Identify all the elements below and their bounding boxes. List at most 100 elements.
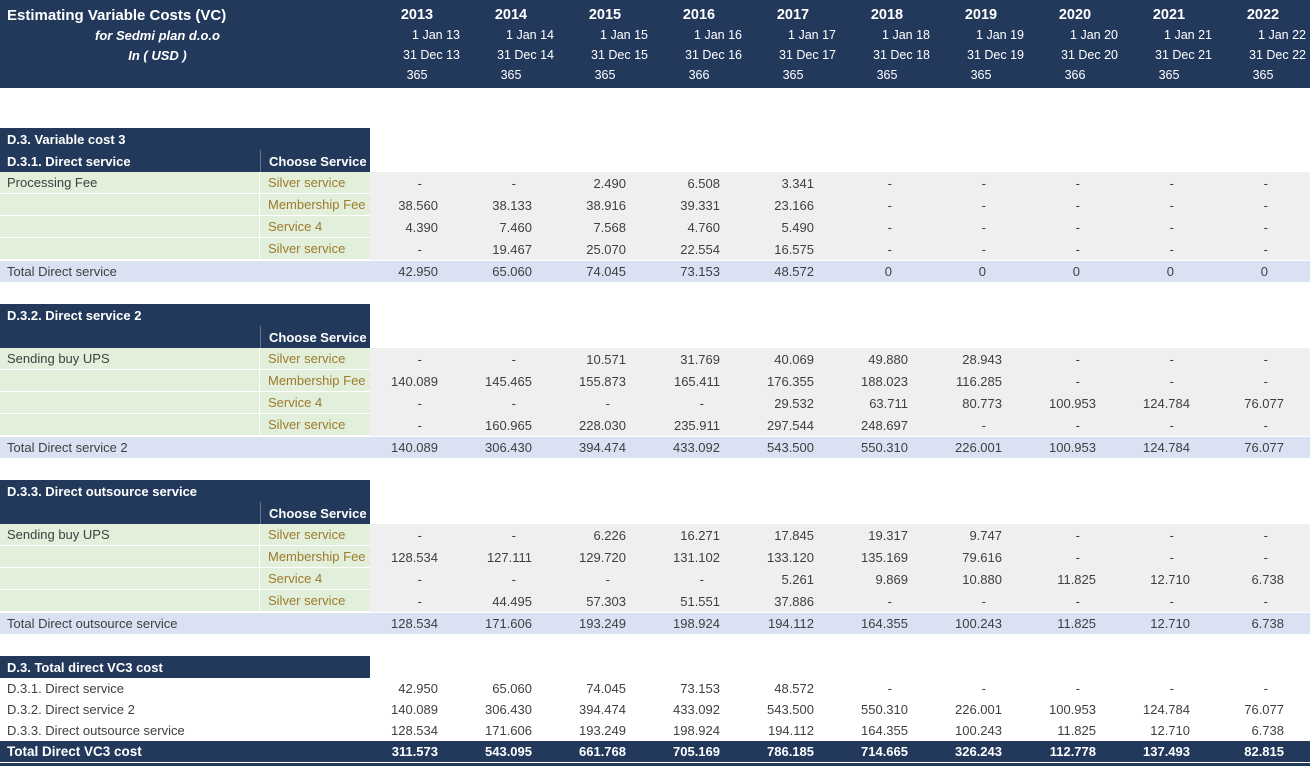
summary-value-cell: -: [1169, 681, 1174, 696]
days-in-year: 365: [594, 68, 616, 82]
row-label: [0, 568, 260, 590]
service-select[interactable]: Silver service: [260, 590, 370, 612]
summary-row-label: D.3.2. Direct service 2: [7, 702, 135, 717]
grand-total-value: 543.095: [485, 744, 532, 759]
value-cell: -: [464, 568, 558, 590]
summary-value-cell: 550.310: [861, 702, 908, 717]
service-select[interactable]: Silver service: [260, 172, 370, 194]
section-total-label: Total Direct service 2: [7, 440, 128, 455]
value-cell: -: [558, 568, 652, 590]
value-cell: -: [934, 414, 1028, 436]
value-cell: -: [1122, 348, 1216, 370]
sheet-row: Silver service -160.965 228.030 235.911 297.…: [0, 414, 1310, 436]
value-cell: -: [840, 194, 934, 216]
value-cell: -: [370, 568, 464, 590]
section-total-value: 0: [884, 264, 892, 279]
period-end-date: 31 Dec 22: [1249, 48, 1306, 62]
value-cell: 19.317: [840, 524, 934, 546]
service-select[interactable]: Membership Fee: [260, 546, 370, 568]
value-cell: 63.711: [840, 392, 934, 414]
value-cell: -: [840, 216, 934, 238]
period-end-date: 31 Dec 19: [967, 48, 1024, 62]
period-end-date: 31 Dec 20: [1061, 48, 1118, 62]
value-cell: -: [1028, 238, 1122, 260]
choose-service-header: Choose Service: [260, 502, 370, 524]
grand-total-value: 112.778: [1049, 744, 1096, 759]
value-cell: -: [464, 172, 558, 194]
header-row-years: Estimating Variable Costs (VC) 2013 2014 2…: [0, 5, 1310, 25]
row-label: [0, 370, 260, 392]
sheet-row: Choose Service: [0, 502, 1310, 524]
value-cell: 16.271: [652, 524, 746, 546]
value-cell: 10.571: [558, 348, 652, 370]
grand-total-value: 661.768: [579, 744, 626, 759]
header-row-end-dates: In ( USD ) 31 Dec 13 31 Dec 14 31 Dec 15 31…: [0, 45, 1310, 65]
days-in-year: 365: [500, 68, 522, 82]
period-start-date: 1 Jan 14: [506, 28, 554, 42]
section-total-value: 0: [1072, 264, 1080, 279]
service-select[interactable]: Silver service: [260, 348, 370, 370]
value-cell: 235.911: [652, 414, 746, 436]
value-cell: 38.133: [464, 194, 558, 216]
section-total-value: 193.249: [579, 616, 626, 631]
value-cell: 160.965: [464, 414, 558, 436]
value-cell: -: [1122, 546, 1216, 568]
value-cell: 38.560: [370, 194, 464, 216]
period-end-date: 31 Dec 16: [685, 48, 742, 62]
row-label: Processing Fee: [0, 172, 260, 194]
value-cell: -: [934, 216, 1028, 238]
period-start-date: 1 Jan 21: [1164, 28, 1212, 42]
service-select[interactable]: Silver service: [260, 414, 370, 436]
service-select[interactable]: Silver service: [260, 238, 370, 260]
section-total-value: 550.310: [861, 440, 908, 455]
days-in-year: 365: [1252, 68, 1274, 82]
sheet-row: Total Direct service 2 140.089 306.430 394.…: [0, 436, 1310, 458]
days-in-year: 365: [782, 68, 804, 82]
section-total-value: 394.474: [579, 440, 626, 455]
service-select[interactable]: Membership Fee: [260, 370, 370, 392]
row-label: [0, 194, 260, 216]
period-start-date: 1 Jan 20: [1070, 28, 1118, 42]
section-total-value: 128.534: [391, 616, 438, 631]
sheet-row: D.3.1. Direct service 42.950 65.060 74.045 7…: [0, 678, 1310, 699]
service-select[interactable]: Silver service: [260, 524, 370, 546]
period-start-date: 1 Jan 22: [1258, 28, 1306, 42]
value-cell: 127.111: [464, 546, 558, 568]
value-cell: 116.285: [934, 370, 1028, 392]
section-total-value: 100.243: [955, 616, 1002, 631]
sheet-body: D.3. Variable cost 3 D.3.1. Direct servic…: [0, 128, 1310, 766]
service-select[interactable]: Service 4: [260, 216, 370, 238]
value-cell: 188.023: [840, 370, 934, 392]
summary-value-cell: 100.243: [955, 723, 1002, 738]
section-total-label: Total Direct outsource service: [7, 616, 178, 631]
sheet-row: D.3.1. Direct service Choose Service: [0, 150, 1310, 172]
summary-value-cell: 198.924: [673, 723, 720, 738]
value-cell: -: [1028, 194, 1122, 216]
service-select[interactable]: Service 4: [260, 568, 370, 590]
year-header: 2013: [400, 7, 434, 23]
section-total-value: 226.001: [955, 440, 1002, 455]
period-start-date: 1 Jan 13: [412, 28, 460, 42]
value-cell: -: [370, 348, 464, 370]
row-label: Sending buy UPS: [0, 348, 260, 370]
value-cell: -: [1028, 546, 1122, 568]
section-total-value: 0: [1260, 264, 1268, 279]
value-cell: 37.886: [746, 590, 840, 612]
value-cell: 5.261: [746, 568, 840, 590]
section-gap: [0, 458, 1310, 480]
sheet-row: D.3.3. Direct outsource service: [0, 480, 1310, 502]
service-select[interactable]: Membership Fee: [260, 194, 370, 216]
summary-value-cell: 543.500: [767, 702, 814, 717]
period-end-date: 31 Dec 13: [403, 48, 460, 62]
service-select[interactable]: Service 4: [260, 392, 370, 414]
grand-total-value: 714.665: [861, 744, 908, 759]
value-cell: -: [1028, 348, 1122, 370]
value-cell: -: [1216, 348, 1310, 370]
row-label: [0, 392, 260, 414]
sheet-row: Choose Service: [0, 326, 1310, 348]
section-total-value: 140.089: [391, 440, 438, 455]
value-cell: -: [1028, 216, 1122, 238]
section-total-value: 164.355: [861, 616, 908, 631]
value-cell: 5.490: [746, 216, 840, 238]
